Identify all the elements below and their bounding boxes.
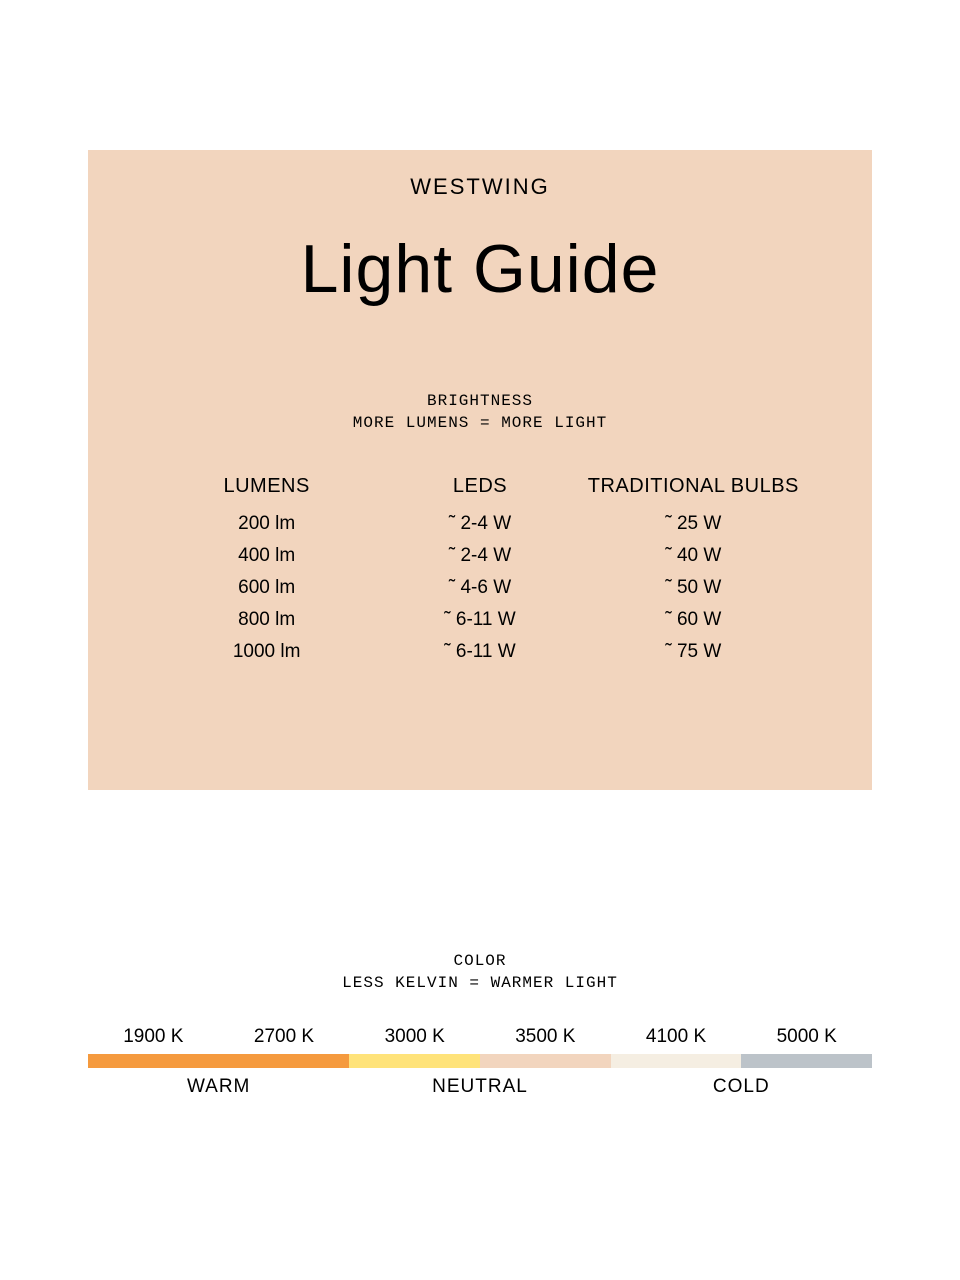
kelvin-value: 4100 K bbox=[611, 1026, 742, 1048]
table-header-row: LUMENS LEDS TRADITIONAL BULBS bbox=[160, 470, 800, 508]
cell-bulbs: ˜ 25 W bbox=[587, 508, 800, 540]
cell-leds: ˜ 6-11 W bbox=[373, 636, 586, 668]
cell-leds: ˜ 2-4 W bbox=[373, 540, 586, 572]
col-header-lumens: LUMENS bbox=[160, 470, 373, 508]
kelvin-value: 2700 K bbox=[219, 1026, 350, 1048]
cell-lumens: 200 lm bbox=[160, 508, 373, 540]
kelvin-labels: 1900 K 2700 K 3000 K 3500 K 4100 K 5000 … bbox=[88, 1026, 872, 1048]
kelvin-value: 3000 K bbox=[349, 1026, 480, 1048]
category-cold: COLD bbox=[611, 1076, 872, 1098]
cell-lumens: 1000 lm bbox=[160, 636, 373, 668]
table-row: 800 lm ˜ 6-11 W ˜ 60 W bbox=[160, 604, 800, 636]
cell-leds: ˜ 6-11 W bbox=[373, 604, 586, 636]
cell-lumens: 400 lm bbox=[160, 540, 373, 572]
table-row: 600 lm ˜ 4-6 W ˜ 50 W bbox=[160, 572, 800, 604]
cell-bulbs: ˜ 60 W bbox=[587, 604, 800, 636]
brightness-table: LUMENS LEDS TRADITIONAL BULBS 200 lm ˜ 2… bbox=[160, 470, 800, 668]
light-guide-panel: WESTWING Light Guide BRIGHTNESS MORE LUM… bbox=[88, 150, 872, 790]
color-section: COLOR LESS KELVIN = WARMER LIGHT 1900 K … bbox=[88, 952, 872, 1098]
brightness-heading: BRIGHTNESS bbox=[88, 392, 872, 410]
cell-lumens: 800 lm bbox=[160, 604, 373, 636]
category-warm: WARM bbox=[88, 1076, 349, 1098]
category-labels: WARM NEUTRAL COLD bbox=[88, 1076, 872, 1098]
cell-bulbs: ˜ 40 W bbox=[587, 540, 800, 572]
page-title: Light Guide bbox=[88, 230, 872, 308]
category-neutral: NEUTRAL bbox=[349, 1076, 610, 1098]
color-subheading: LESS KELVIN = WARMER LIGHT bbox=[88, 974, 872, 992]
table-row: 1000 lm ˜ 6-11 W ˜ 75 W bbox=[160, 636, 800, 668]
color-temperature-bar bbox=[88, 1054, 872, 1068]
cell-leds: ˜ 2-4 W bbox=[373, 508, 586, 540]
color-heading: COLOR bbox=[88, 952, 872, 970]
bar-segment bbox=[611, 1054, 742, 1068]
table-row: 400 lm ˜ 2-4 W ˜ 40 W bbox=[160, 540, 800, 572]
brightness-subheading: MORE LUMENS = MORE LIGHT bbox=[88, 414, 872, 432]
kelvin-value: 1900 K bbox=[88, 1026, 219, 1048]
cell-bulbs: ˜ 50 W bbox=[587, 572, 800, 604]
cell-leds: ˜ 4-6 W bbox=[373, 572, 586, 604]
bar-segment bbox=[88, 1054, 219, 1068]
bar-segment bbox=[219, 1054, 350, 1068]
table-row: 200 lm ˜ 2-4 W ˜ 25 W bbox=[160, 508, 800, 540]
bar-segment bbox=[349, 1054, 480, 1068]
bar-segment bbox=[741, 1054, 872, 1068]
col-header-bulbs: TRADITIONAL BULBS bbox=[587, 470, 800, 508]
brand-label: WESTWING bbox=[88, 174, 872, 200]
cell-bulbs: ˜ 75 W bbox=[587, 636, 800, 668]
cell-lumens: 600 lm bbox=[160, 572, 373, 604]
kelvin-value: 5000 K bbox=[741, 1026, 872, 1048]
kelvin-value: 3500 K bbox=[480, 1026, 611, 1048]
col-header-leds: LEDS bbox=[373, 470, 586, 508]
bar-segment bbox=[480, 1054, 611, 1068]
